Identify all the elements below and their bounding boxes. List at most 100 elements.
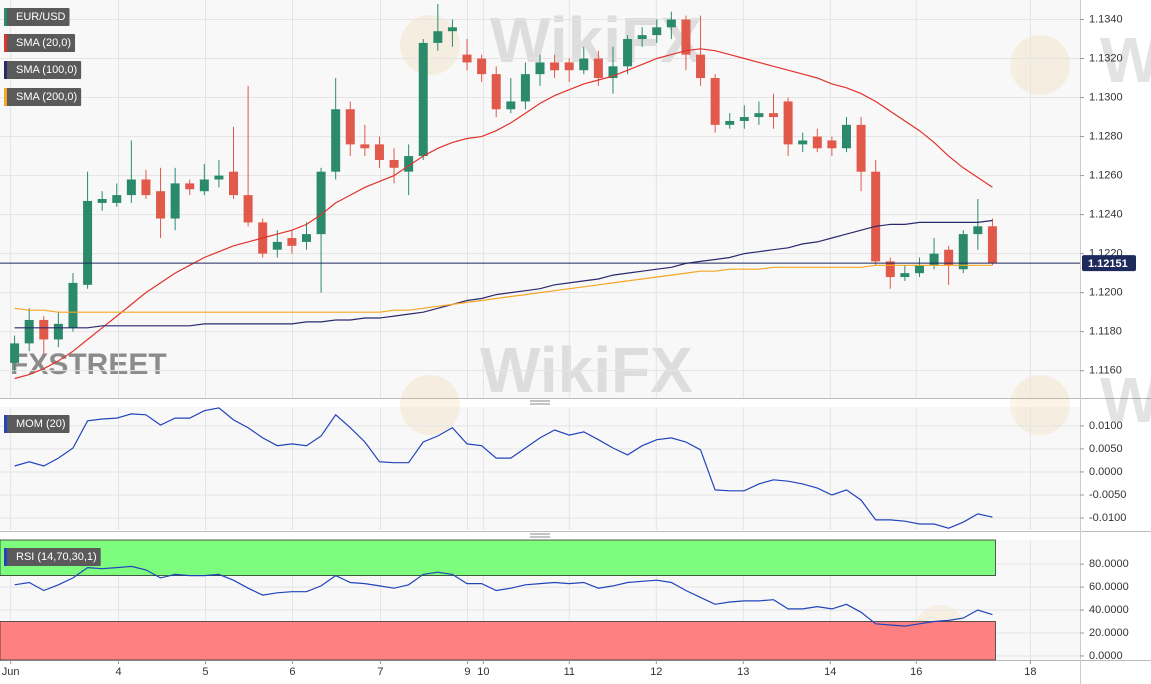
legend-swatch [4,34,7,52]
legend-label: SMA (100,0) [16,64,77,76]
zone-layer [0,539,996,661]
candle-body [520,74,530,102]
candle-body [243,195,253,223]
x-tick-label: 7 [377,666,383,678]
y-tick-label: 1.1300 [1089,91,1123,103]
resize-handle[interactable] [530,400,550,538]
candle-body [389,159,399,168]
candle-body [564,62,574,71]
y-tick-label: 1.1220 [1089,248,1123,260]
candle-body [345,109,355,145]
sma-line [14,48,993,380]
candle-body [710,78,720,125]
candle-body [637,35,647,40]
candle-body [10,343,20,363]
legend-box [4,34,76,52]
candle-body [156,191,166,219]
candle-body [973,226,983,235]
watermarks: WikiFX WikiFX WikiFX WikiFX [400,4,1151,655]
candle-body [798,140,808,145]
candle-body [331,109,341,172]
candle-body [666,19,676,28]
watermark: WikiFX [480,334,693,406]
candle-body [39,319,49,340]
candle-body [199,179,209,192]
candle-body [754,113,764,118]
candle-body [83,200,93,285]
last-price-box [1082,255,1136,272]
mom-panel [0,407,1080,530]
candle-body [987,226,997,264]
legend-box [4,8,70,26]
candle-body [374,144,384,160]
watermark: WikiFX [1100,24,1151,96]
candle-body [550,62,560,71]
sma-line [14,219,993,329]
candle-body [170,183,180,219]
x-tick-label: 5 [202,666,208,678]
x-tick-label: 14 [824,666,836,678]
candle-body [229,171,239,196]
x-tick-label: 18 [1024,666,1036,678]
fxstreet-watermark: FXSTREET [10,348,167,381]
legend-layer: EUR/USD SMA (20,0) SMA (100,0) SMA (200,0) M… [4,8,101,566]
y-tick-label: -0.0100 [1089,512,1126,524]
candle-body [929,253,939,266]
oversold-zone [0,621,996,661]
indicator-line [14,407,993,529]
watermark: WikiFX [1100,364,1151,436]
legend-swatch [4,61,7,79]
candle-body [535,62,545,75]
candle-body [53,323,63,340]
y-tick-label: 1.1240 [1089,209,1123,221]
legend-label: EUR/USD [16,11,66,23]
x-tick-label: 10 [477,666,489,678]
candle-body [272,241,282,250]
candle-body [841,124,851,149]
x-tick-label: 11 [564,666,575,678]
candle-body [827,140,837,149]
y-tick-label: 1.1320 [1089,52,1123,64]
sma-line [14,264,993,313]
candle-body [506,101,516,110]
legend-box [4,88,82,106]
y-tick-label: 80.0000 [1089,558,1129,570]
x-tick-label: 4 [115,666,121,678]
legend-label: MOM (20) [16,418,66,430]
candle-body [783,101,793,145]
watermark-logo [400,375,460,435]
x-tick-label: 6 [289,666,295,678]
candle-body [681,19,691,55]
candle-body [126,179,136,196]
y-tick-label: 0.0050 [1089,443,1123,455]
candle-body [623,39,633,67]
candle-body [214,175,224,180]
mark-layer [10,3,997,627]
candle-body [447,27,457,32]
x-tick-label: 16 [910,666,922,678]
legend-box [4,548,101,566]
candle-body [68,282,78,328]
legend-label: SMA (200,0) [16,91,77,103]
candle-body [593,58,603,79]
candle-body [885,261,895,278]
candle-body [141,179,151,196]
candle-body [900,273,910,278]
candle-body [696,54,706,79]
candle-body [652,27,662,36]
candle-body [185,183,195,190]
overbought-zone [0,539,996,576]
y-tick-label: -0.0050 [1089,489,1126,501]
y-tick-label: 1.1160 [1089,365,1122,377]
indicator-line [14,565,993,627]
candle-body [958,234,968,270]
watermark-logo [1010,35,1070,95]
y-tick-label: 0.0100 [1089,420,1123,432]
legend-swatch [4,8,7,26]
legend-box [4,61,82,79]
x-tick-label: 12 [650,666,662,678]
candle-body [433,31,443,43]
candle-body [579,58,589,71]
candle-body [812,136,822,149]
